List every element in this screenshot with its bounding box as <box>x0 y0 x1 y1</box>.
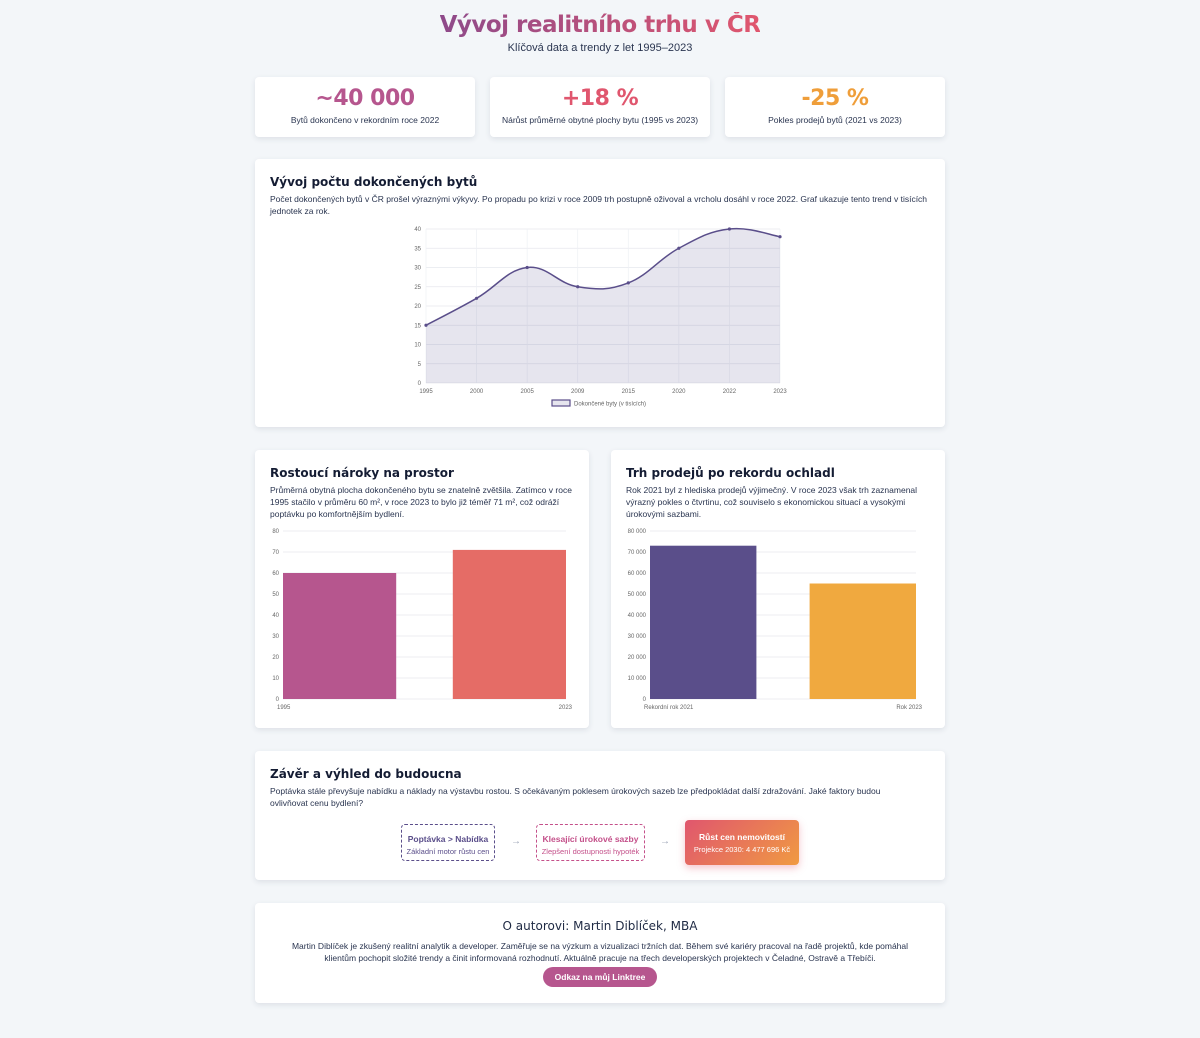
y-tick-label: 20 <box>414 304 421 310</box>
space-card: Rostoucí nároky na prostor Průměrná obyt… <box>255 450 589 728</box>
y-tick-label: 70 000 <box>628 550 647 556</box>
stat-card-space: +18 % Nárůst průměrné obytné plochy bytu… <box>490 77 710 137</box>
y-tick-label: 20 000 <box>628 655 647 661</box>
flow-step-prices: Růst cen nemovitostí Projekce 2030: 4 47… <box>685 820 799 865</box>
y-tick-label: 15 <box>414 323 421 329</box>
series-line <box>425 227 781 326</box>
data-point <box>525 265 529 270</box>
conclusion-description: Poptávka stále převyšuje nabídku a nákla… <box>270 786 881 808</box>
flow-step-demand: Poptávka > Nabídka Základní motor růstu … <box>401 824 495 861</box>
data-point <box>626 281 630 285</box>
x-tick-label: Rekordní rok 2021 <box>644 705 694 711</box>
y-tick-label: 0 <box>643 697 647 703</box>
space-title: Rostoucí nároky na prostor <box>270 466 454 480</box>
legend-swatch <box>551 399 571 407</box>
y-tick-label: 40 000 <box>628 613 647 619</box>
x-tick-label: 2023 <box>559 705 573 711</box>
completions-title: Vývoj počtu dokončených bytů <box>270 175 478 189</box>
x-tick-label: 2023 <box>773 389 787 395</box>
y-tick-label: 0 <box>418 381 422 387</box>
sales-title: Trh prodejů po rekordu ochladl <box>626 466 835 480</box>
flow-step-title: Klesající úrokové sazby <box>542 834 639 844</box>
author-title: O autorovi: Martin Diblíček, MBA <box>502 919 698 933</box>
stat-label: Bytů dokončeno v rekordním roce 2022 <box>290 115 440 125</box>
y-tick-label: 10 <box>414 343 421 349</box>
data-point <box>677 246 681 250</box>
legend-label: Dokončené byty (v tisících) <box>574 402 646 408</box>
arrow-icon: → <box>660 836 670 847</box>
bar <box>452 549 566 699</box>
x-tick-label: 2022 <box>723 389 737 395</box>
flow-step-title: Poptávka > Nabídka <box>407 834 489 844</box>
page: Vývoj realitního trhu v ČR Klíčová data … <box>0 0 1200 1003</box>
completions-description: Počet dokončených bytů v ČR prošel výraz… <box>270 194 928 216</box>
y-tick-label: 80 000 <box>628 529 647 535</box>
data-point <box>474 296 479 300</box>
y-tick-label: 50 <box>272 592 279 598</box>
y-tick-label: 30 000 <box>628 634 647 640</box>
flow-step-title: Růst cen nemovitostí <box>699 832 785 842</box>
data-point <box>576 285 580 289</box>
y-tick-label: 70 <box>272 550 279 556</box>
stat-card-sales: -25 % Pokles prodejů bytů (2021 vs 2023) <box>725 77 945 137</box>
author-text: Martin Diblíček je zkušený realitní anal… <box>291 941 909 963</box>
data-point <box>424 323 428 327</box>
x-tick-label: 2009 <box>571 389 585 395</box>
flow-step-sub: Zlepšení dostupnosti hypoték <box>541 847 640 856</box>
y-tick-label: 80 <box>272 529 279 535</box>
y-tick-label: 5 <box>418 362 422 368</box>
data-point <box>727 227 732 231</box>
conclusion-title: Závěr a výhled do budoucna <box>270 767 462 781</box>
flow-step-sub: Základní motor růstu cen <box>406 847 490 856</box>
bar <box>809 583 916 699</box>
data-point <box>778 235 782 239</box>
x-tick-label: 2000 <box>470 389 484 395</box>
y-tick-label: 20 <box>272 655 279 661</box>
page-title: Vývoj realitního trhu v ČR <box>439 12 761 38</box>
completions-card: Vývoj počtu dokončených bytů Počet dokon… <box>255 159 945 427</box>
x-tick-label: 2015 <box>622 389 636 395</box>
y-tick-label: 0 <box>276 697 280 703</box>
bar <box>650 545 757 699</box>
linktree-button[interactable]: Odkaz na můj Linktree <box>542 967 658 987</box>
author-card: O autorovi: Martin Diblíček, MBA Martin … <box>255 903 945 1003</box>
sales-card: Trh prodejů po rekordu ochladl Rok 2021 … <box>611 450 945 728</box>
y-tick-label: 40 <box>272 613 279 619</box>
completions-chart: 0 5 10 15 20 25 30 35 40 1995 2000 2005 2009 2015 2020… <box>414 227 787 408</box>
stat-value: ~40 000 <box>315 86 415 111</box>
bar <box>283 573 397 699</box>
x-tick-label: 1995 <box>277 705 291 711</box>
x-tick-label: 1995 <box>419 389 433 395</box>
y-tick-label: 60 000 <box>628 571 647 577</box>
series-area <box>426 228 780 383</box>
y-tick-label: 40 <box>414 227 421 233</box>
space-description: Průměrná obytná plocha dokončeného bytu … <box>270 485 572 519</box>
y-tick-label: 30 <box>414 266 421 272</box>
x-tick-label: Rok 2023 <box>896 705 922 711</box>
stat-value: -25 % <box>801 86 869 111</box>
y-tick-label: 35 <box>414 246 421 252</box>
flow-step-rates: Klesající úrokové sazby Zlepšení dostupn… <box>536 824 645 861</box>
y-tick-label: 10 000 <box>628 676 647 682</box>
sales-chart: 0 10 000 20 000 30 000 40 000 50 000 60 000 70 … <box>628 529 923 711</box>
conclusion-card: Závěr a výhled do budoucna Poptávka stál… <box>255 751 945 880</box>
page-subtitle: Klíčová data a trendy z let 1995–2023 <box>507 42 693 54</box>
stat-value: +18 % <box>561 86 639 111</box>
stat-card-completions: ~40 000 Bytů dokončeno v rekordním roce … <box>255 77 475 137</box>
x-tick-label: 2005 <box>520 389 534 395</box>
sales-description: Rok 2021 byl z hlediska prodejů výjimečn… <box>626 485 918 519</box>
x-tick-label: 2020 <box>672 389 686 395</box>
stat-label: Pokles prodejů bytů (2021 vs 2023) <box>768 115 902 125</box>
arrow-icon: → <box>511 836 521 847</box>
y-tick-label: 30 <box>272 634 279 640</box>
y-tick-label: 50 000 <box>628 592 647 598</box>
y-tick-label: 10 <box>272 676 279 682</box>
flow-step-sub: Projekce 2030: 4 477 696 Kč <box>693 845 791 854</box>
y-tick-label: 25 <box>414 285 421 291</box>
stat-label: Nárůst průměrné obytné plochy bytu (1995… <box>501 115 699 125</box>
header: Vývoj realitního trhu v ČR Klíčová data … <box>0 0 1200 77</box>
space-chart: 0 10 20 30 40 50 60 70 80 1995 2023 <box>272 529 573 711</box>
y-tick-label: 60 <box>272 571 279 577</box>
